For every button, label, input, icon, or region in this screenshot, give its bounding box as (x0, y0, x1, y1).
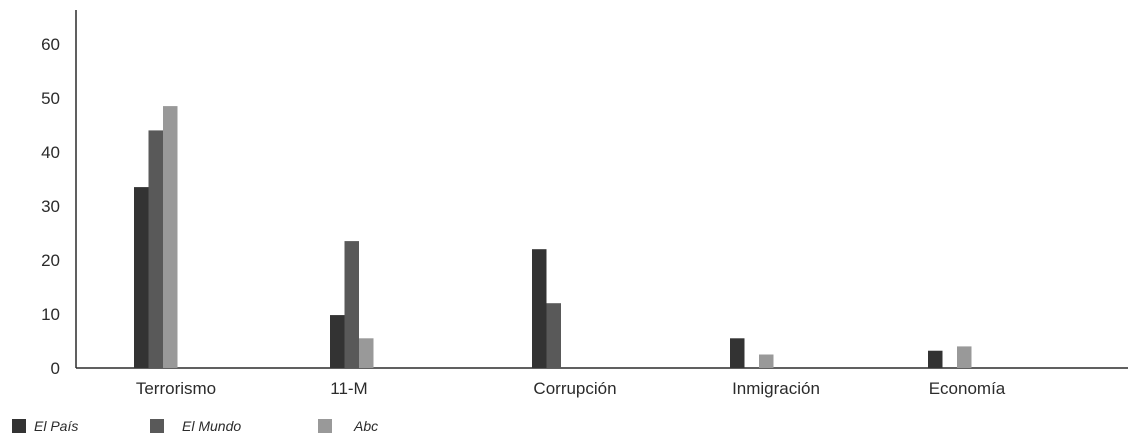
legend-label: Abc (354, 418, 379, 434)
bar-11-m-s1 (344, 241, 359, 368)
bar-inmigraci-n-s2 (759, 354, 774, 368)
legend-swatch (150, 419, 164, 433)
legend-item-el-pais: El País (12, 418, 78, 434)
bar-inmigraci-n-s0 (730, 338, 745, 368)
bar-chart: 0 10 20 30 40 50 60 Terrorismo 11-M Corrupción In… (41, 10, 1128, 398)
x-category-label: Economía (929, 379, 1006, 398)
bar-11-m-s0 (330, 315, 345, 368)
y-tick-label: 0 (51, 359, 60, 378)
legend-swatch (12, 419, 26, 433)
legend: El País El Mundo Abc (0, 418, 1136, 438)
legend-swatch (318, 419, 332, 433)
y-tick-label: 50 (41, 89, 60, 108)
bar-corrupci-n-s1 (546, 303, 561, 368)
bar-corrupci-n-s0 (532, 249, 547, 368)
legend-item-abc: Abc (318, 418, 378, 434)
x-category-label: Inmigración (732, 379, 820, 398)
y-tick-label: 40 (41, 143, 60, 162)
bar-econom-a-s0 (928, 350, 943, 368)
y-tick-label: 20 (41, 251, 60, 270)
y-tick-labels: 0 10 20 30 40 50 60 (41, 35, 60, 378)
bar-terrorismo-s1 (148, 130, 163, 368)
x-category-label: Corrupción (533, 379, 616, 398)
category-labels: Terrorismo 11-M Corrupción Inmigración Econo… (136, 379, 1006, 398)
legend-label: El País (34, 418, 79, 434)
x-category-label: Terrorismo (136, 379, 216, 398)
y-tick-label: 30 (41, 197, 60, 216)
bar-terrorismo-s2 (163, 106, 178, 368)
x-category-label: 11-M (330, 379, 367, 398)
y-tick-label: 10 (41, 305, 60, 324)
bar-11-m-s2 (359, 338, 374, 368)
bar-terrorismo-s0 (134, 187, 149, 368)
legend-item-el-mundo: El Mundo (150, 418, 241, 434)
y-tick-label: 60 (41, 35, 60, 54)
legend-label: El Mundo (182, 418, 242, 434)
bars (134, 106, 972, 368)
bar-econom-a-s2 (957, 346, 972, 368)
